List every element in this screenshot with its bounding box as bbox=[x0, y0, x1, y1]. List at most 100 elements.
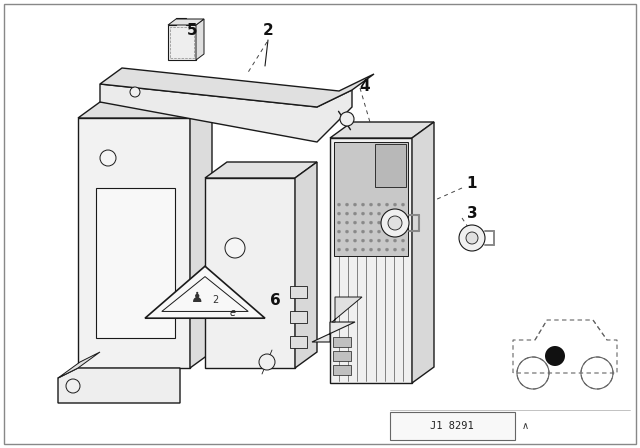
Text: 3: 3 bbox=[467, 206, 477, 220]
Polygon shape bbox=[100, 84, 352, 142]
Circle shape bbox=[385, 239, 388, 242]
Circle shape bbox=[378, 230, 381, 233]
Polygon shape bbox=[333, 365, 351, 375]
Circle shape bbox=[388, 216, 402, 230]
Circle shape bbox=[362, 239, 365, 242]
Circle shape bbox=[353, 221, 356, 224]
Circle shape bbox=[394, 248, 397, 251]
Text: 5: 5 bbox=[187, 22, 197, 38]
Text: 2: 2 bbox=[262, 22, 273, 38]
Circle shape bbox=[459, 225, 485, 251]
Circle shape bbox=[362, 221, 365, 224]
Circle shape bbox=[259, 354, 275, 370]
Circle shape bbox=[401, 203, 404, 206]
Polygon shape bbox=[205, 178, 295, 368]
Text: 4: 4 bbox=[360, 78, 371, 94]
Polygon shape bbox=[412, 122, 434, 383]
Circle shape bbox=[337, 212, 340, 215]
Circle shape bbox=[337, 221, 340, 224]
Polygon shape bbox=[96, 188, 175, 338]
Circle shape bbox=[369, 239, 372, 242]
Circle shape bbox=[401, 239, 404, 242]
Circle shape bbox=[337, 239, 340, 242]
Polygon shape bbox=[168, 19, 204, 25]
Polygon shape bbox=[100, 68, 374, 107]
Polygon shape bbox=[190, 102, 212, 368]
Polygon shape bbox=[330, 138, 412, 383]
Circle shape bbox=[545, 346, 565, 366]
Text: J1 8291: J1 8291 bbox=[430, 421, 474, 431]
Circle shape bbox=[369, 248, 372, 251]
Polygon shape bbox=[334, 142, 408, 256]
Circle shape bbox=[378, 212, 381, 215]
Circle shape bbox=[378, 203, 381, 206]
Circle shape bbox=[362, 248, 365, 251]
Circle shape bbox=[337, 230, 340, 233]
Polygon shape bbox=[295, 162, 317, 368]
Polygon shape bbox=[290, 286, 307, 298]
Circle shape bbox=[385, 203, 388, 206]
Circle shape bbox=[369, 221, 372, 224]
Polygon shape bbox=[330, 122, 434, 138]
Polygon shape bbox=[332, 297, 362, 322]
Circle shape bbox=[353, 230, 356, 233]
Circle shape bbox=[394, 212, 397, 215]
Circle shape bbox=[346, 212, 349, 215]
Polygon shape bbox=[196, 19, 204, 60]
Circle shape bbox=[378, 248, 381, 251]
Circle shape bbox=[394, 239, 397, 242]
Polygon shape bbox=[374, 144, 406, 187]
Polygon shape bbox=[312, 322, 355, 342]
Circle shape bbox=[346, 203, 349, 206]
Circle shape bbox=[225, 238, 245, 258]
Circle shape bbox=[385, 221, 388, 224]
Circle shape bbox=[100, 150, 116, 166]
Circle shape bbox=[401, 212, 404, 215]
Circle shape bbox=[66, 379, 80, 393]
Polygon shape bbox=[333, 337, 351, 347]
Circle shape bbox=[362, 230, 365, 233]
Circle shape bbox=[353, 203, 356, 206]
Circle shape bbox=[385, 230, 388, 233]
Circle shape bbox=[401, 221, 404, 224]
Circle shape bbox=[362, 212, 365, 215]
Circle shape bbox=[369, 212, 372, 215]
Circle shape bbox=[346, 221, 349, 224]
Circle shape bbox=[353, 248, 356, 251]
Polygon shape bbox=[78, 102, 212, 118]
Circle shape bbox=[385, 248, 388, 251]
Circle shape bbox=[346, 239, 349, 242]
Text: 6: 6 bbox=[269, 293, 280, 307]
Circle shape bbox=[369, 230, 372, 233]
Circle shape bbox=[401, 248, 404, 251]
Text: 2: 2 bbox=[212, 295, 218, 305]
Circle shape bbox=[401, 230, 404, 233]
Circle shape bbox=[394, 203, 397, 206]
Text: ∧: ∧ bbox=[522, 421, 529, 431]
Circle shape bbox=[346, 248, 349, 251]
Circle shape bbox=[385, 212, 388, 215]
Circle shape bbox=[337, 248, 340, 251]
Circle shape bbox=[130, 87, 140, 97]
Polygon shape bbox=[290, 336, 307, 348]
Polygon shape bbox=[168, 18, 196, 60]
Text: e: e bbox=[230, 308, 236, 318]
Polygon shape bbox=[58, 352, 100, 378]
Polygon shape bbox=[205, 162, 317, 178]
Polygon shape bbox=[290, 311, 307, 323]
Circle shape bbox=[466, 232, 478, 244]
Circle shape bbox=[337, 203, 340, 206]
Circle shape bbox=[362, 203, 365, 206]
Polygon shape bbox=[145, 266, 265, 318]
Text: 1: 1 bbox=[467, 176, 477, 190]
Circle shape bbox=[369, 203, 372, 206]
Circle shape bbox=[353, 212, 356, 215]
Circle shape bbox=[340, 112, 354, 126]
Polygon shape bbox=[333, 351, 351, 361]
Circle shape bbox=[381, 209, 409, 237]
Circle shape bbox=[394, 230, 397, 233]
Circle shape bbox=[353, 239, 356, 242]
Polygon shape bbox=[58, 368, 180, 403]
FancyBboxPatch shape bbox=[390, 412, 515, 440]
Text: ♟: ♟ bbox=[191, 291, 204, 305]
